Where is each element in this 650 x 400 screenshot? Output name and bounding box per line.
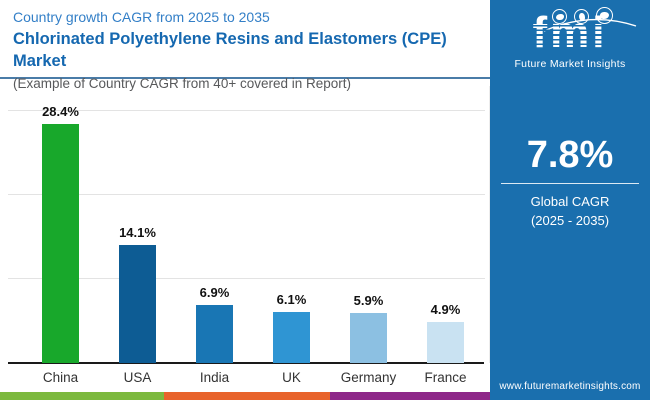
x-axis-label-uk: UK bbox=[282, 370, 301, 385]
bar-value-usa: 14.1% bbox=[119, 225, 156, 240]
bar-usa bbox=[119, 245, 156, 363]
report-panel: Country growth CAGR from 2025 to 2035 Ch… bbox=[0, 0, 490, 400]
bar-france bbox=[427, 322, 464, 363]
bar-india bbox=[196, 305, 233, 363]
bar-uk bbox=[273, 312, 310, 363]
logo-stripe-texture bbox=[510, 22, 630, 56]
footer-stripe bbox=[0, 392, 490, 400]
bar-value-germany: 5.9% bbox=[353, 293, 384, 308]
chart-subtitle: (Example of Country CAGR from 40+ covere… bbox=[13, 75, 352, 91]
fmi-logo: fmi Future Market Insights bbox=[490, 0, 650, 76]
stat-divider bbox=[501, 183, 639, 184]
bar-china bbox=[42, 124, 79, 363]
global-cagr-value: 7.8% bbox=[526, 134, 614, 176]
footer-stripe-segment-1 bbox=[0, 392, 164, 400]
x-axis-labels: China USA India UK Germany France bbox=[0, 370, 490, 390]
x-axis-label-france: France bbox=[424, 370, 467, 385]
bar-value-china: 28.4% bbox=[42, 104, 79, 119]
global-cagr-stat: 7.8% Global CAGR (2025 - 2035) bbox=[490, 136, 650, 231]
logo-caption: Future Market Insights bbox=[514, 58, 626, 70]
bar-germany bbox=[350, 313, 387, 363]
bar-chart-plot-area: 28.4% 14.1% 6.9% 6.1% 5.9% 4.9% bbox=[0, 86, 490, 364]
x-axis-label-germany: Germany bbox=[340, 370, 397, 385]
x-axis-label-usa: USA bbox=[123, 370, 152, 385]
x-axis-label-india: India bbox=[199, 370, 230, 385]
chart-eyebrow: Country growth CAGR from 2025 to 2035 bbox=[13, 9, 270, 25]
header: Country growth CAGR from 2025 to 2035 Ch… bbox=[0, 0, 490, 91]
gridline-30-percent bbox=[8, 110, 485, 111]
x-axis-line bbox=[8, 362, 484, 364]
website-link[interactable]: www.futuremarketinsights.com bbox=[499, 381, 641, 392]
footer-stripe-segment-3 bbox=[330, 392, 490, 400]
brand-sidebar: fmi Future Market Insights 7.8% Global C… bbox=[490, 0, 650, 400]
gridline-20-percent bbox=[8, 194, 485, 195]
bar-value-france: 4.9% bbox=[430, 302, 461, 317]
bar-value-india: 6.9% bbox=[199, 285, 230, 300]
x-axis-label-china: China bbox=[42, 370, 79, 385]
stat-caption-line2: (2025 - 2035) bbox=[530, 212, 610, 228]
bar-value-uk: 6.1% bbox=[276, 292, 307, 307]
stat-caption-line1: Global CAGR bbox=[530, 194, 610, 209]
stat-caption: Global CAGR (2025 - 2035) bbox=[490, 193, 650, 231]
footer-stripe-segment-2 bbox=[164, 392, 330, 400]
page-title: Chlorinated Polyethylene Resins and Elas… bbox=[13, 30, 447, 71]
gridline-10-percent bbox=[8, 278, 485, 279]
